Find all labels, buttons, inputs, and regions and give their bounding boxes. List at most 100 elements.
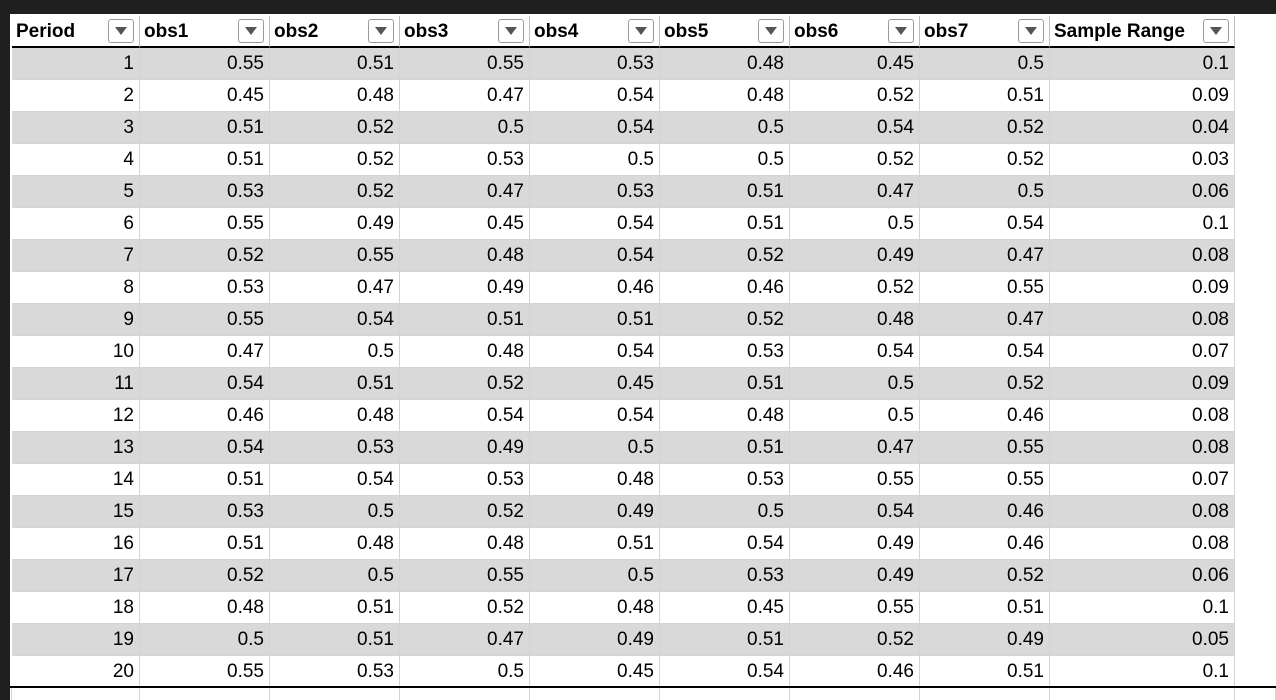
column-header: obs4 <box>530 16 660 48</box>
table-cell: 7 <box>12 240 140 272</box>
table-cell: 0.55 <box>400 560 530 592</box>
table-cell: 10 <box>12 336 140 368</box>
table-cell: 0.45 <box>140 80 270 112</box>
grid-line <box>399 688 400 700</box>
table-cell: 2 <box>12 80 140 112</box>
grid-line <box>11 688 12 700</box>
table-cell: 0.45 <box>660 592 790 624</box>
table-cell: 0.53 <box>140 496 270 528</box>
table-cell: 0.54 <box>530 80 660 112</box>
table-cell: 0.48 <box>530 592 660 624</box>
column-header: obs1 <box>140 16 270 48</box>
table-cell: 17 <box>12 560 140 592</box>
table-cell: 0.46 <box>920 400 1050 432</box>
filter-button[interactable] <box>758 19 784 43</box>
table-cell: 0.48 <box>140 592 270 624</box>
table-cell: 0.51 <box>530 528 660 560</box>
table-cell: 0.07 <box>1050 464 1235 496</box>
table-cell: 0.55 <box>400 48 530 80</box>
table-cell: 0.51 <box>530 304 660 336</box>
table-cell: 0.5 <box>660 496 790 528</box>
table-cell: 0.51 <box>400 304 530 336</box>
table-cell: 0.5 <box>920 48 1050 80</box>
table-cell: 0.47 <box>920 240 1050 272</box>
table-cell: 6 <box>12 208 140 240</box>
table-cell: 0.54 <box>400 400 530 432</box>
table-cell: 5 <box>12 176 140 208</box>
table-cell: 0.5 <box>790 400 920 432</box>
table-cell: 0.09 <box>1050 272 1235 304</box>
table-cell: 0.47 <box>140 336 270 368</box>
table-cell: 0.49 <box>790 528 920 560</box>
grid-line <box>919 688 920 700</box>
table-cell: 0.46 <box>920 496 1050 528</box>
table-cell: 0.53 <box>660 336 790 368</box>
table-cell: 0.48 <box>790 304 920 336</box>
table-cell: 1 <box>12 48 140 80</box>
column-header: obs5 <box>660 16 790 48</box>
filter-button[interactable] <box>1203 19 1229 43</box>
table-cell: 0.08 <box>1050 400 1235 432</box>
table-cell: 0.08 <box>1050 528 1235 560</box>
filter-button[interactable] <box>238 19 264 43</box>
table-cell: 0.55 <box>920 272 1050 304</box>
table-cell: 0.53 <box>270 656 400 688</box>
table-cell: 0.08 <box>1050 496 1235 528</box>
table-cell: 0.48 <box>400 240 530 272</box>
table-cell: 0.5 <box>140 624 270 656</box>
table-cell: 0.54 <box>920 208 1050 240</box>
table-cell: 3 <box>12 112 140 144</box>
table-cell: 0.46 <box>920 528 1050 560</box>
table-cell: 0.52 <box>400 368 530 400</box>
table-cell: 0.55 <box>140 656 270 688</box>
table-cell: 0.52 <box>140 240 270 272</box>
table-cell: 0.47 <box>790 432 920 464</box>
table-cell: 0.52 <box>660 304 790 336</box>
grid-line <box>789 688 790 700</box>
column-header: obs3 <box>400 16 530 48</box>
grid-line <box>659 688 660 700</box>
table-cell: 0.08 <box>1050 240 1235 272</box>
table-cell: 0.54 <box>920 336 1050 368</box>
hidden-row-strip <box>0 0 1276 14</box>
table-cell: 0.55 <box>140 208 270 240</box>
table-cell: 14 <box>12 464 140 496</box>
table-bottom-border <box>10 686 1276 688</box>
table-cell: 0.47 <box>400 624 530 656</box>
table-cell: 0.55 <box>790 464 920 496</box>
table-cell: 0.55 <box>140 48 270 80</box>
table-cell: 19 <box>12 624 140 656</box>
table-cell: 0.48 <box>400 528 530 560</box>
table-cell: 0.52 <box>920 368 1050 400</box>
table-cell: 0.54 <box>530 208 660 240</box>
table-cell: 16 <box>12 528 140 560</box>
table-cell: 0.46 <box>790 656 920 688</box>
table-cell: 0.52 <box>400 496 530 528</box>
filter-button[interactable] <box>108 19 134 43</box>
table-cell: 0.52 <box>790 624 920 656</box>
column-header: Sample Range <box>1050 16 1235 48</box>
table-cell: 0.51 <box>660 176 790 208</box>
table-cell: 0.46 <box>530 272 660 304</box>
table-cell: 0.1 <box>1050 656 1235 688</box>
table-cell: 0.52 <box>920 112 1050 144</box>
table-cell: 0.49 <box>790 560 920 592</box>
grid-line <box>269 688 270 700</box>
filter-button[interactable] <box>368 19 394 43</box>
filter-button[interactable] <box>628 19 654 43</box>
table-cell: 0.53 <box>530 48 660 80</box>
table-cell: 0.52 <box>140 560 270 592</box>
filter-button[interactable] <box>1018 19 1044 43</box>
filter-button[interactable] <box>498 19 524 43</box>
table-cell: 0.51 <box>920 80 1050 112</box>
table-cell: 0.54 <box>140 368 270 400</box>
filter-button[interactable] <box>888 19 914 43</box>
table-cell: 0.45 <box>790 48 920 80</box>
table-cell: 0.45 <box>530 656 660 688</box>
table-cell: 0.49 <box>400 432 530 464</box>
table-cell: 0.54 <box>530 240 660 272</box>
table-cell: 0.51 <box>270 48 400 80</box>
table-cell: 0.5 <box>790 368 920 400</box>
table-cell: 0.48 <box>660 80 790 112</box>
table-cell: 0.5 <box>660 144 790 176</box>
